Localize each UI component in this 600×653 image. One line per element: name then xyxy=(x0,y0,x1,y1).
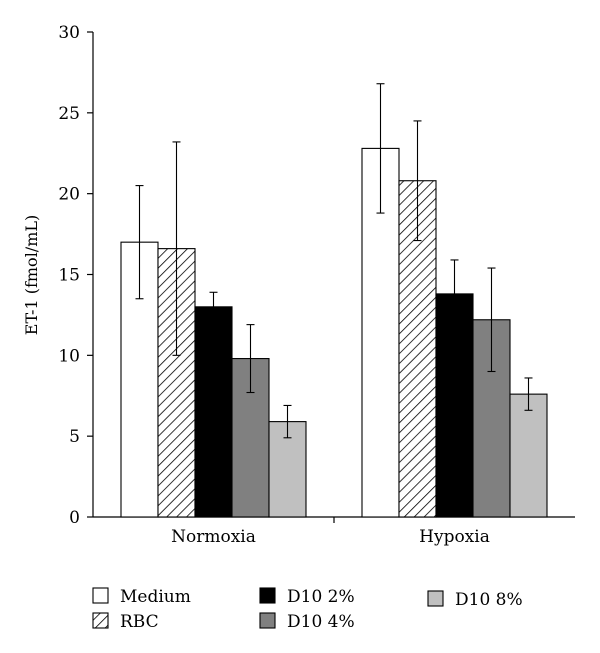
legend-swatch xyxy=(427,590,444,607)
legend-label: RBC xyxy=(120,612,159,632)
bar xyxy=(435,293,474,518)
y-tick-label: 5 xyxy=(69,427,80,447)
legend-label: D10 2% xyxy=(287,587,355,607)
axes: 0 5 10 15 20 25 30 Normoxia Hypoxia xyxy=(58,23,575,547)
legend-swatch xyxy=(259,612,276,629)
bar xyxy=(509,393,548,518)
x-tick-label: Hypoxia xyxy=(419,527,490,547)
legend-swatch xyxy=(92,587,109,604)
y-axis-title: ET-1 (fmol/mL) xyxy=(22,215,41,335)
y-tick-label: 10 xyxy=(58,346,80,366)
y-tick-label: 30 xyxy=(58,23,80,43)
y-tick-label: 25 xyxy=(58,104,80,124)
bar xyxy=(194,306,233,518)
y-tick-label: 0 xyxy=(69,508,80,528)
x-tick-label: Normoxia xyxy=(171,527,256,547)
legend-swatch xyxy=(259,587,276,604)
y-tick-label: 20 xyxy=(58,185,80,205)
legend-label: D10 4% xyxy=(287,612,355,632)
legend-swatch xyxy=(92,612,109,629)
bars-group xyxy=(120,83,548,518)
y-tick-label: 15 xyxy=(58,266,80,286)
legend-label: D10 8% xyxy=(455,590,523,610)
legend-label: Medium xyxy=(120,587,191,607)
legend: Medium RBC D10 2% D10 4% D10 8% xyxy=(92,587,523,632)
